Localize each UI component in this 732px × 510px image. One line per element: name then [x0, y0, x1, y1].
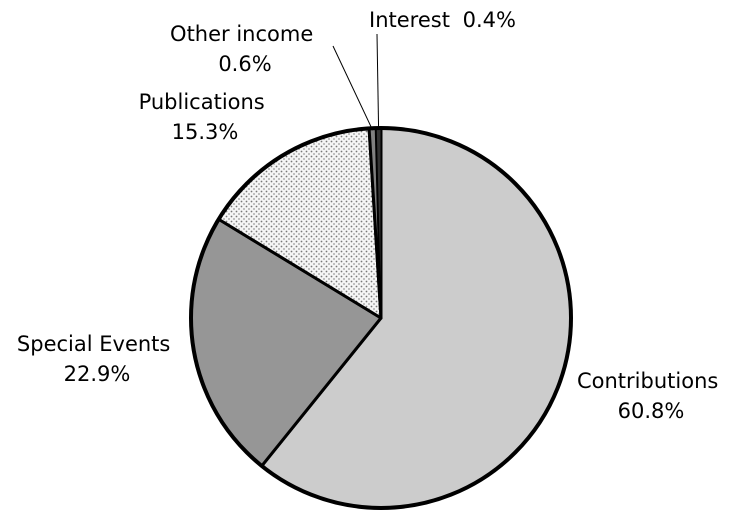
pie-slices: [189, 126, 573, 510]
label-contributions: Contributions 60.8%: [577, 369, 725, 423]
leader-lines: [332, 33, 380, 131]
pie-outline: [189, 126, 573, 510]
label-publications: Publications 15.3%: [139, 90, 272, 144]
leader-line-other-income: [332, 45, 374, 131]
label-interest: Interest 0.4%: [369, 8, 516, 32]
label-special-events: Special Events 22.9%: [17, 332, 177, 386]
leader-line-interest: [376, 33, 380, 131]
label-other-income: Other income 0.6%: [170, 22, 320, 76]
